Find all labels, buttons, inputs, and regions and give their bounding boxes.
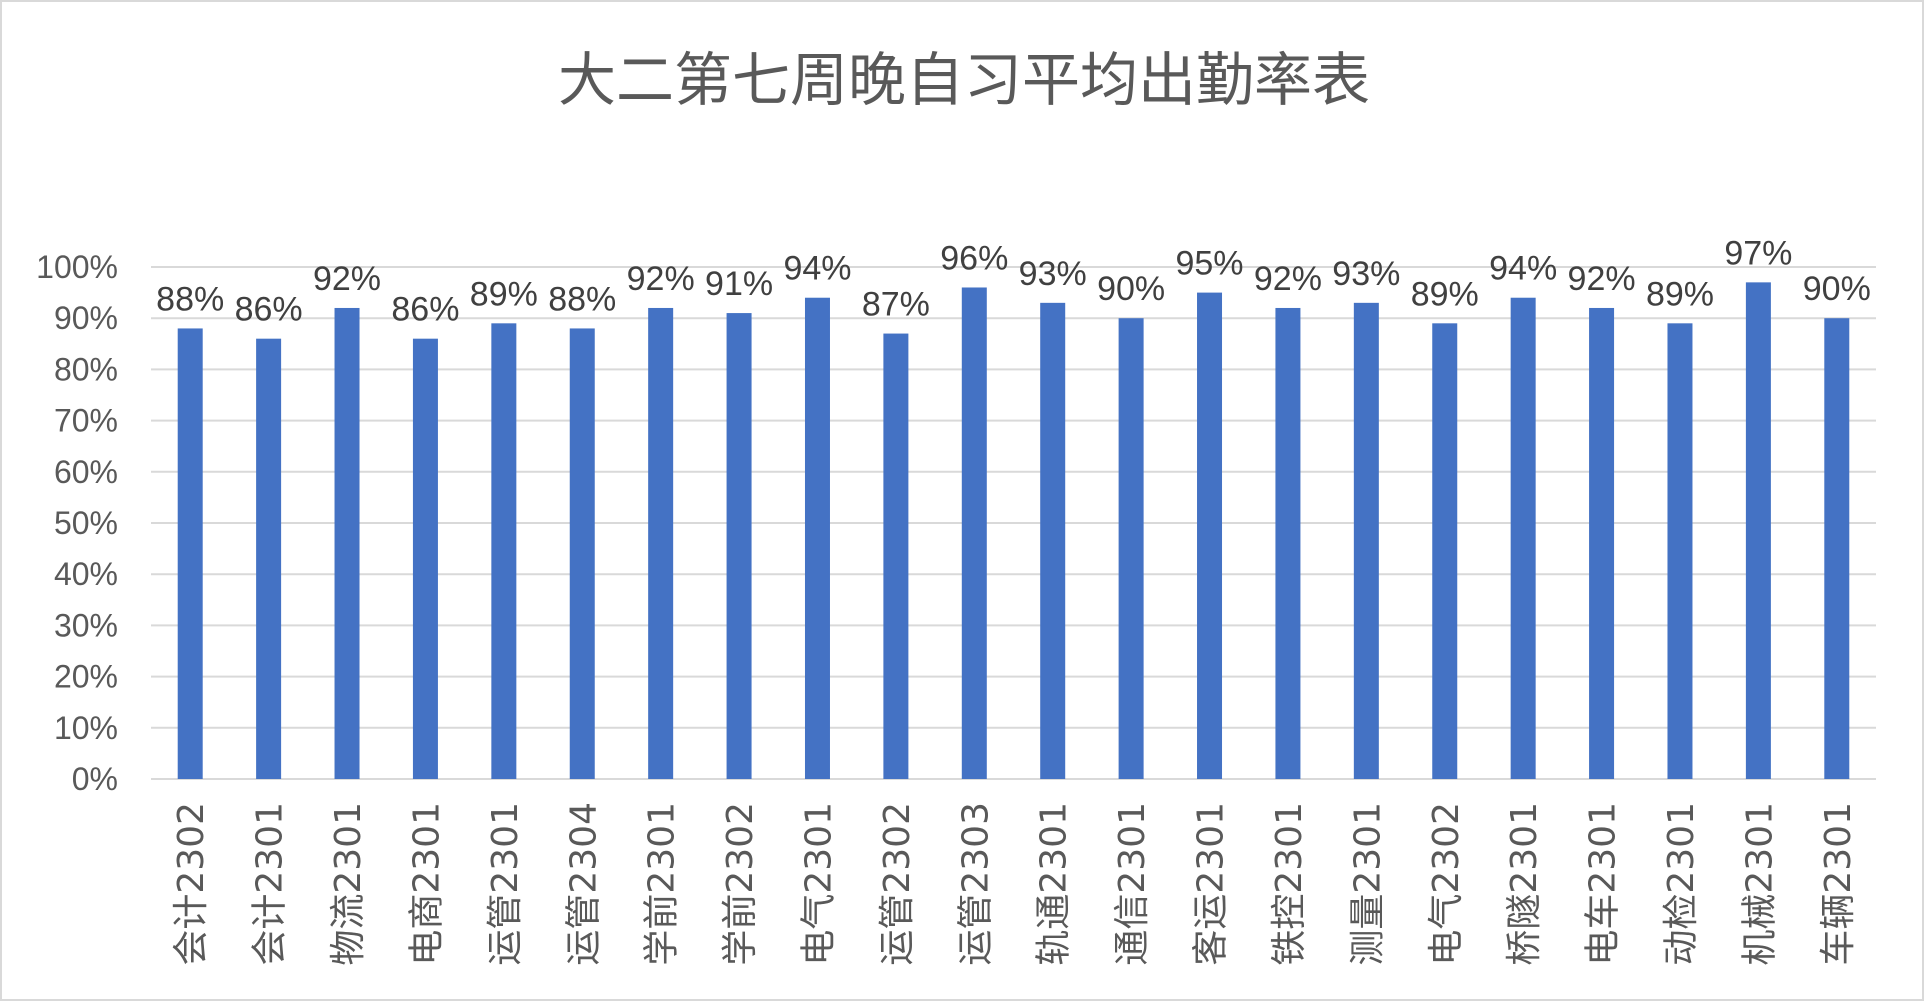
y-tick-label: 50% — [54, 505, 118, 541]
x-tick-label: 学前2302 — [720, 802, 761, 966]
bar — [648, 307, 674, 779]
data-label: 95% — [1175, 245, 1243, 283]
bar — [569, 328, 595, 779]
x-tick-label: 物流2301 — [328, 802, 369, 966]
data-label: 89% — [1646, 275, 1714, 313]
data-label: 93% — [1332, 255, 1400, 293]
data-label: 91% — [705, 265, 773, 303]
bar — [1275, 307, 1301, 779]
x-tick-label: 运管2302 — [877, 802, 918, 966]
data-label: 88% — [156, 280, 224, 318]
bar — [177, 328, 203, 779]
bar — [256, 338, 282, 779]
x-tick-label: 学前2301 — [642, 802, 683, 966]
y-tick-label: 70% — [54, 403, 118, 439]
bar — [883, 333, 909, 779]
bar — [491, 323, 517, 779]
x-tick-label: 运管2303 — [955, 802, 996, 966]
data-label: 90% — [1097, 270, 1165, 308]
chart-title: 大二第七周晚自习平均出勤率表 — [558, 46, 1370, 114]
x-tick-label: 电商2301 — [406, 802, 447, 966]
data-label: 92% — [1568, 260, 1636, 298]
data-label: 94% — [1489, 250, 1557, 288]
data-label: 89% — [1411, 275, 1479, 313]
bar — [412, 338, 438, 779]
x-tick-label: 铁控2301 — [1269, 802, 1310, 966]
data-label: 88% — [548, 280, 616, 318]
x-tick-label: 轨通2301 — [1034, 802, 1075, 966]
x-axis-ticks: 会计2302 会计2301 物流2301 电商2301 运管2301 运管2304 学前23… — [171, 802, 1859, 966]
x-tick-label: 电车2301 — [1583, 802, 1624, 966]
x-tick-label: 会计2302 — [171, 802, 212, 966]
bar — [1824, 318, 1850, 779]
data-label: 92% — [627, 260, 695, 298]
y-tick-label: 0% — [72, 761, 118, 797]
y-axis-ticks: 0% 10% 20% 30% 40% 50% 60% 70% 80% 90% 100% — [36, 249, 118, 797]
bar — [1745, 282, 1771, 779]
bar — [1432, 323, 1458, 779]
x-tick-label: 动检2301 — [1661, 802, 1702, 966]
y-tick-label: 10% — [54, 710, 118, 746]
data-label: 86% — [235, 291, 303, 329]
data-labels: 88% 86% 92% 86% 89% 88% 92% 91% 94% 87% 96% 93% 90% 9… — [156, 234, 1871, 328]
bar — [726, 313, 752, 779]
data-label: 86% — [391, 291, 459, 329]
bar — [804, 297, 830, 779]
y-tick-label: 40% — [54, 556, 118, 592]
x-tick-label: 测量2301 — [1347, 802, 1388, 966]
x-tick-label: 运管2301 — [485, 802, 526, 966]
y-tick-label: 20% — [54, 659, 118, 695]
data-label: 92% — [1254, 260, 1322, 298]
data-label: 90% — [1803, 270, 1871, 308]
y-tick-label: 30% — [54, 607, 118, 643]
bar — [1040, 302, 1066, 779]
bar — [1667, 323, 1693, 779]
bar — [961, 287, 987, 779]
data-label: 92% — [313, 260, 381, 298]
x-tick-label: 通信2301 — [1112, 802, 1153, 966]
y-tick-label: 80% — [54, 351, 118, 387]
data-label: 89% — [470, 275, 538, 313]
x-tick-label: 桥隧2301 — [1504, 802, 1545, 966]
data-label: 96% — [940, 239, 1008, 277]
gridlines — [151, 266, 1876, 780]
bar — [1589, 307, 1615, 779]
y-tick-label: 100% — [36, 249, 118, 285]
y-tick-label: 90% — [54, 300, 118, 336]
data-label: 87% — [862, 286, 930, 324]
x-tick-label: 客运2301 — [1191, 802, 1232, 966]
y-tick-label: 60% — [54, 454, 118, 490]
data-label: 93% — [1019, 255, 1087, 293]
bar — [334, 307, 360, 779]
bars — [177, 282, 1850, 779]
x-tick-label: 运管2304 — [563, 802, 604, 966]
x-tick-label: 电气2301 — [798, 802, 839, 966]
bar — [1353, 302, 1379, 779]
data-label: 94% — [783, 250, 851, 288]
x-tick-label: 机械2301 — [1739, 802, 1780, 966]
data-label: 97% — [1724, 234, 1792, 272]
x-tick-label: 会计2301 — [250, 802, 291, 966]
bar — [1510, 297, 1536, 779]
bar — [1197, 292, 1223, 779]
bar — [1118, 318, 1144, 779]
x-tick-label: 车辆2301 — [1818, 802, 1859, 966]
x-tick-label: 电气2302 — [1426, 802, 1467, 966]
